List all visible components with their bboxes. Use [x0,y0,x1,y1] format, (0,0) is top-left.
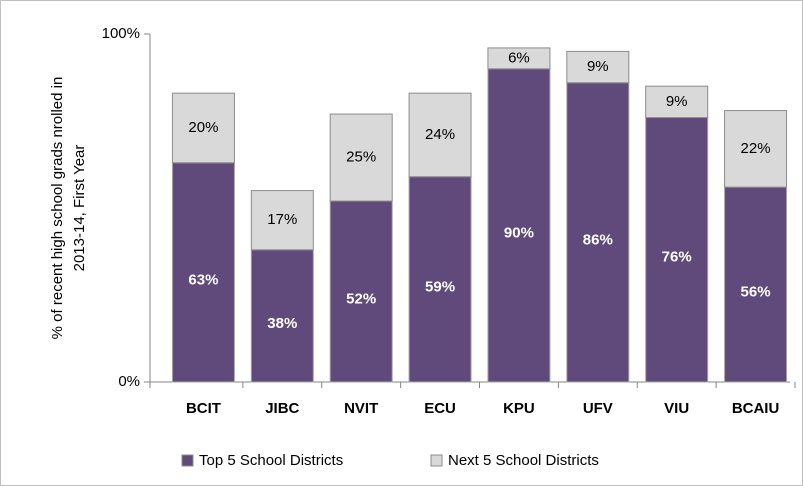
data-label: 25% [346,149,376,166]
x-tick-label: JIBC [265,400,299,417]
data-label: 20% [188,119,218,136]
bar-segment [329,113,393,202]
bar-segment [566,82,630,383]
data-label: 9% [587,58,609,75]
data-label: 17% [267,211,297,228]
bar-segment [724,110,788,188]
bar-segment [645,85,709,119]
data-label: 6% [508,49,530,66]
bar-segment [250,249,314,383]
bar-segment [724,186,788,383]
bar-segment [487,47,551,70]
data-label: 56% [741,284,771,301]
legend-label: Top 5 School Districts [199,452,343,469]
bar-segment [408,176,472,383]
x-tick-label: KPU [503,400,535,417]
legend-swatch [181,454,194,467]
y-tick-label: 0% [118,373,140,390]
bar-segment [645,117,709,383]
x-tick-label: VIU [664,400,689,417]
data-label: 90% [504,224,534,241]
data-label: 24% [425,126,455,143]
x-tick-label: UFV [583,400,613,417]
bar-segment [566,50,630,84]
bar-segment [171,92,235,164]
data-label: 86% [583,231,613,248]
x-tick-label: BCIT [186,400,221,417]
legend-swatch [430,454,443,467]
y-axis-label: 2013-14, First Year [71,145,88,272]
data-label: 63% [188,271,218,288]
data-label: 59% [425,278,455,295]
data-label: 52% [346,290,376,307]
bar-segment [408,92,472,178]
y-tick-label: 100% [102,25,140,42]
x-tick-label: BCAIU [732,400,780,417]
y-axis-label: % of recent high school grads nrolled in [49,77,66,340]
bar-segment [329,200,393,383]
data-label: 22% [741,140,771,157]
x-tick-label: ECU [424,400,456,417]
bar-segment [171,162,235,383]
data-label: 76% [662,249,692,266]
data-label: 38% [267,315,297,332]
bar-segment [250,190,314,251]
legend-label: Next 5 School Districts [448,452,599,469]
x-tick-label: NVIT [344,400,378,417]
data-label: 9% [666,93,688,110]
bar-segment [487,68,551,383]
